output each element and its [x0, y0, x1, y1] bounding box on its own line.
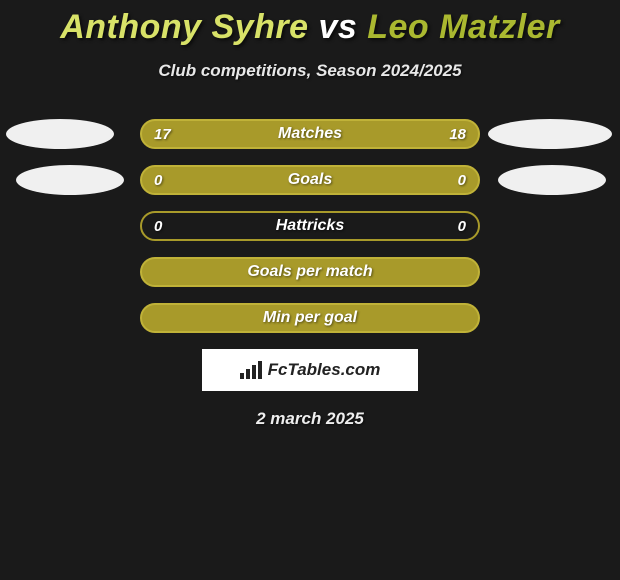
- stat-row-goals-per-match: Goals per match: [140, 257, 480, 287]
- stat-row-min-per-goal: Min per goal: [140, 303, 480, 333]
- player2-photo-placeholder-top: [488, 119, 612, 149]
- stat-row-matches: 17 Matches 18: [140, 119, 480, 149]
- subtitle: Club competitions, Season 2024/2025: [0, 61, 620, 81]
- stat-row-hattricks: 0 Hattricks 0: [140, 211, 480, 241]
- stat-left-value: 0: [154, 172, 162, 189]
- player1-photo-placeholder-top: [6, 119, 114, 149]
- title-separator: vs: [318, 8, 357, 46]
- brand-text: FcTables.com: [268, 360, 381, 380]
- stat-right-value: 18: [449, 126, 466, 143]
- stat-label: Min per goal: [263, 309, 357, 327]
- date-label: 2 march 2025: [0, 409, 620, 429]
- stat-left-value: 17: [154, 126, 171, 143]
- compare-area: 17 Matches 18 0 Goals 0 0 Hattricks 0 Go…: [0, 119, 620, 429]
- brand-badge: FcTables.com: [202, 349, 418, 391]
- page-title: Anthony Syhre vs Leo Matzler: [0, 0, 620, 47]
- player2-photo-placeholder-mid: [498, 165, 606, 195]
- stat-right-value: 0: [458, 172, 466, 189]
- stat-label: Goals per match: [247, 263, 372, 281]
- stat-right-value: 0: [458, 218, 466, 235]
- stat-label: Goals: [288, 171, 332, 189]
- title-player2: Leo Matzler: [367, 8, 560, 46]
- title-player1: Anthony Syhre: [60, 8, 308, 46]
- stat-left-value: 0: [154, 218, 162, 235]
- player1-photo-placeholder-mid: [16, 165, 124, 195]
- stat-rows: 17 Matches 18 0 Goals 0 0 Hattricks 0 Go…: [140, 119, 480, 333]
- stat-label: Matches: [278, 125, 342, 143]
- stat-row-goals: 0 Goals 0: [140, 165, 480, 195]
- bar-chart-icon: [240, 361, 262, 379]
- stat-label: Hattricks: [276, 217, 344, 235]
